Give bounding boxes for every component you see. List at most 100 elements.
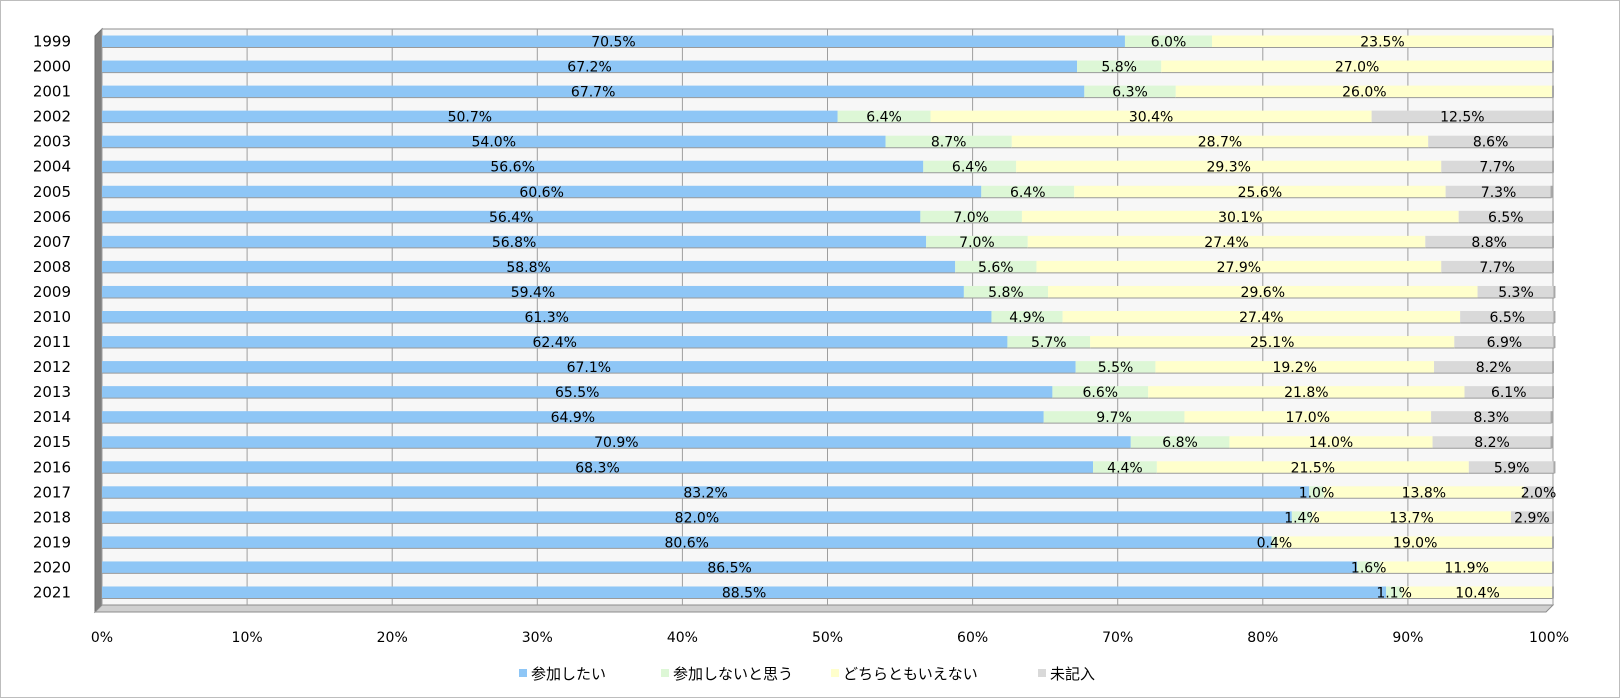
category-label: 2017 bbox=[33, 483, 71, 501]
bar-segment bbox=[102, 586, 1387, 599]
data-label: 64.9% bbox=[551, 410, 595, 426]
data-label: 56.6% bbox=[490, 160, 534, 176]
data-label: 25.6% bbox=[1238, 185, 1282, 201]
data-label: 8.6% bbox=[1473, 135, 1509, 151]
bar-end-cap bbox=[1553, 285, 1556, 298]
bar-segment bbox=[963, 285, 1049, 298]
data-label: 6.9% bbox=[1487, 335, 1523, 351]
category-label: 1999 bbox=[33, 33, 71, 51]
data-label: 21.8% bbox=[1284, 385, 1328, 401]
bar-segment bbox=[1175, 85, 1553, 98]
bar-segment bbox=[1156, 461, 1469, 474]
data-label: 2.0% bbox=[1521, 485, 1557, 501]
bar-segment bbox=[991, 311, 1063, 323]
bar-end-cap bbox=[1552, 260, 1554, 273]
category-label: 2008 bbox=[33, 258, 71, 276]
data-label: 14.0% bbox=[1309, 435, 1353, 451]
bar-segment bbox=[1510, 511, 1553, 524]
data-label: 27.0% bbox=[1335, 60, 1379, 76]
bar-end-cap bbox=[1552, 511, 1554, 524]
data-label: 65.5% bbox=[555, 385, 599, 401]
category-label: 2013 bbox=[33, 383, 71, 401]
bar-segment bbox=[102, 210, 921, 223]
data-label: 70.5% bbox=[591, 35, 635, 51]
data-label: 8.8% bbox=[1471, 235, 1507, 251]
bar-end-cap bbox=[1552, 135, 1554, 148]
bar-segment bbox=[955, 260, 1037, 273]
data-label: 67.1% bbox=[567, 360, 611, 376]
data-label: 19.0% bbox=[1393, 535, 1437, 551]
bar-end-cap bbox=[1552, 586, 1554, 599]
x-tick-label: 20% bbox=[377, 630, 408, 646]
bar-end-cap bbox=[1550, 436, 1553, 449]
data-label: 67.2% bbox=[567, 60, 611, 76]
x-tick-label: 10% bbox=[232, 630, 263, 646]
bar-segment bbox=[1229, 436, 1433, 449]
bar-segment bbox=[1124, 35, 1213, 48]
bar-segment bbox=[102, 536, 1272, 549]
data-label: 0.4% bbox=[1257, 535, 1293, 551]
data-label: 6.4% bbox=[952, 160, 988, 176]
x-tick-label: 50% bbox=[812, 630, 843, 646]
data-label: 17.0% bbox=[1286, 410, 1330, 426]
legend-label: 参加しないと思う bbox=[673, 665, 793, 683]
bar-segment bbox=[102, 511, 1292, 524]
category-label: 2018 bbox=[33, 508, 71, 526]
bar-segment bbox=[1052, 386, 1149, 399]
legend-swatch bbox=[831, 669, 839, 677]
data-label: 80.6% bbox=[665, 535, 709, 551]
data-label: 27.4% bbox=[1204, 235, 1248, 251]
bar-segment bbox=[102, 185, 982, 198]
bar-segment bbox=[1043, 411, 1185, 424]
bar-end-cap bbox=[1552, 361, 1554, 374]
data-label: 9.7% bbox=[1096, 410, 1132, 426]
bar-segment bbox=[1130, 436, 1230, 449]
data-label: 58.8% bbox=[506, 260, 550, 276]
bar-segment bbox=[1468, 461, 1555, 474]
x-tick-label: 60% bbox=[957, 630, 988, 646]
data-label: 5.8% bbox=[1101, 60, 1137, 76]
bar-segment bbox=[1323, 486, 1524, 499]
bar-segment bbox=[1523, 486, 1553, 499]
bar-segment bbox=[1036, 260, 1442, 273]
data-label: 56.4% bbox=[489, 210, 533, 226]
data-label: 68.3% bbox=[575, 460, 619, 476]
legend-label: 参加したい bbox=[531, 665, 606, 683]
data-label: 25.1% bbox=[1250, 335, 1294, 351]
bar-segment bbox=[102, 436, 1131, 449]
bar-segment bbox=[1460, 311, 1555, 323]
category-label: 2002 bbox=[33, 108, 71, 126]
data-label: 70.9% bbox=[594, 435, 638, 451]
bar-segment bbox=[1077, 60, 1162, 73]
bar-segment bbox=[837, 110, 931, 123]
data-label: 88.5% bbox=[722, 585, 766, 601]
bar-end-cap bbox=[1552, 160, 1554, 173]
bar-segment bbox=[885, 135, 1012, 148]
bar-end-cap bbox=[1552, 35, 1554, 48]
bar-segment bbox=[102, 285, 964, 298]
data-label: 29.6% bbox=[1241, 285, 1285, 301]
data-label: 8.2% bbox=[1474, 435, 1510, 451]
category-label: 2015 bbox=[33, 433, 71, 451]
data-label: 2.9% bbox=[1514, 510, 1550, 526]
bar-segment bbox=[1425, 235, 1553, 248]
data-label: 7.7% bbox=[1479, 160, 1515, 176]
bar-segment bbox=[926, 235, 1028, 248]
category-label: 2011 bbox=[33, 333, 71, 351]
data-label: 8.2% bbox=[1476, 360, 1512, 376]
data-label: 1.1% bbox=[1376, 585, 1412, 601]
data-label: 5.7% bbox=[1031, 335, 1067, 351]
data-label: 6.5% bbox=[1488, 210, 1524, 226]
bar-segment bbox=[102, 260, 956, 273]
bar-segment bbox=[1428, 135, 1553, 148]
bar-end-cap bbox=[1552, 561, 1554, 574]
bar-segment bbox=[1212, 35, 1553, 48]
bar-segment bbox=[1271, 536, 1278, 549]
data-label: 5.8% bbox=[988, 285, 1024, 301]
data-label: 27.4% bbox=[1239, 310, 1283, 326]
data-label: 6.3% bbox=[1112, 85, 1148, 101]
bar-segment bbox=[1011, 135, 1429, 148]
category-label: 2019 bbox=[33, 533, 71, 551]
legend-swatch bbox=[661, 669, 669, 677]
bar-end-cap bbox=[1552, 536, 1554, 549]
